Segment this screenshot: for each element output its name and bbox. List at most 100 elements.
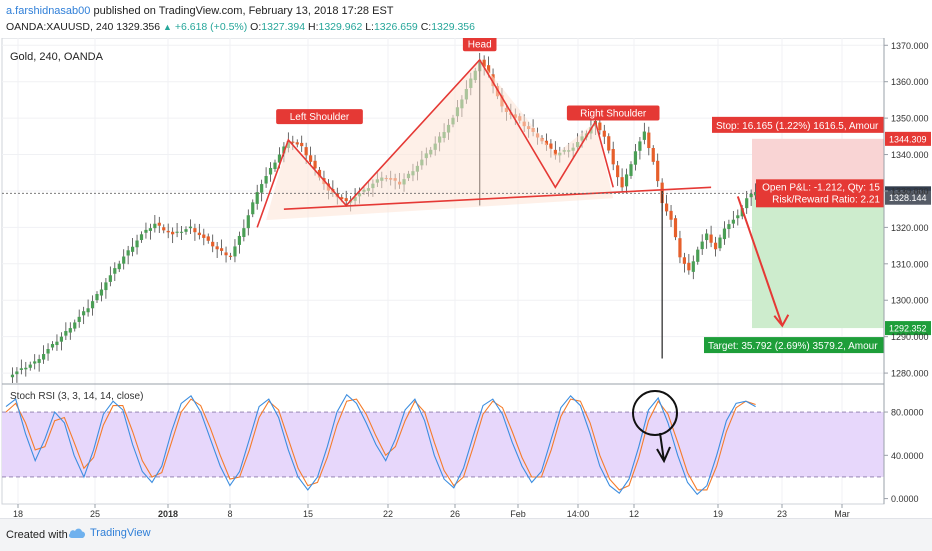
candle-body (620, 177, 624, 188)
candle-body (487, 65, 491, 74)
symbol-name: OANDA:XAUUSD, 240 (6, 21, 114, 33)
candle-body (73, 322, 77, 329)
x-tick-label: 8 (227, 509, 232, 518)
x-tick-label: 18 (13, 509, 23, 518)
y-tick-label: 1360.000 (891, 77, 929, 87)
candle-body (736, 215, 740, 219)
rsi-title: Stoch RSI (3, 3, 14, 14, close) (10, 391, 143, 402)
rsi-d-line (5, 398, 756, 491)
y-tick-label: 1310.000 (891, 259, 929, 269)
candle-body (607, 136, 611, 151)
candle-body (211, 241, 215, 247)
ohlc-open: 1327.394 (261, 21, 306, 33)
candle-body (304, 147, 308, 156)
candle-body (33, 361, 37, 364)
pattern-outline (256, 58, 614, 228)
candle-body (705, 233, 709, 241)
candle-body (696, 249, 700, 262)
y-tick-label: 1330.000 (891, 186, 929, 196)
x-tick-label: Feb (510, 509, 526, 518)
candle-body (237, 235, 241, 245)
price-change: +6.618 (+0.5%) (174, 21, 248, 33)
x-tick-label: 14:00 (567, 509, 590, 518)
price-chart[interactable]: Left Shoulder Head Right Shoulder Stop: 16.… (0, 38, 932, 518)
candle-body (171, 231, 175, 235)
x-tick-label: 23 (777, 509, 787, 518)
price-label-bg (885, 321, 931, 336)
candle-body (117, 263, 121, 270)
overlays: Left Shoulder Head Right Shoulder Stop: 16.… (2, 38, 931, 354)
candle-body (19, 368, 23, 370)
candle-body (59, 336, 63, 342)
pattern-label-bg (462, 38, 497, 52)
candle-body (108, 275, 112, 282)
candle-body (197, 232, 201, 236)
candle-body (709, 234, 713, 243)
candle-body (126, 250, 130, 256)
candle-body (64, 331, 68, 336)
candle-body (202, 234, 206, 238)
publish-text: published on TradingView.com, February 1… (90, 5, 394, 17)
y-tick-label: 1340.000 (891, 150, 929, 160)
author-link[interactable]: a.farshidnasab00 (6, 5, 91, 17)
stop-box-text: Stop: 16.165 (1.22%) 1616.5, Amour (716, 121, 879, 132)
candle-body (148, 228, 152, 231)
rsi-tick-label: 40.0000 (891, 451, 924, 461)
candle-body (722, 228, 727, 240)
candle-body (233, 246, 237, 257)
ohlc-high-label: H: (307, 21, 319, 33)
candle-body (184, 229, 188, 232)
up-arrow-icon: ▲ (163, 22, 172, 32)
candle-body (95, 294, 99, 301)
candle-body (656, 160, 660, 182)
rsi-tick-label: 0.0000 (891, 494, 919, 504)
pattern-label: Right Shoulder (580, 108, 647, 119)
candle-body (277, 154, 282, 163)
pnl-box-bg (756, 179, 884, 208)
ohlc-high: 1329.962 (318, 21, 363, 33)
candle-body (549, 143, 553, 149)
price-label: 1344.309 (889, 134, 927, 144)
candle-body (264, 176, 268, 184)
rsi-k-line (5, 393, 756, 496)
x-tick-label: 22 (383, 509, 393, 518)
candle-body (10, 374, 15, 378)
candle-body (28, 364, 32, 368)
candle-body (242, 228, 246, 237)
candle-body (300, 142, 304, 147)
ohlc-close-label: C: (420, 21, 432, 33)
price-label-bg (885, 190, 931, 205)
candle-body (42, 354, 46, 360)
last-price: 1329.356 (116, 21, 161, 33)
candle-body (113, 268, 117, 274)
candle-body (99, 289, 104, 296)
target-box-text: Target: 35.792 (2.69%) 3579.2, Amour (708, 341, 878, 352)
x-tick-label: 19 (713, 509, 723, 518)
publish-info: a.farshidnasab00 published on TradingVie… (6, 5, 394, 17)
candle-body (260, 184, 264, 193)
ohlc-close: 1329.356 (431, 21, 475, 33)
candle-body (153, 223, 157, 229)
x-tick-label: 2018 (158, 509, 178, 518)
y-tick-label: 1350.000 (891, 114, 929, 124)
stop-box-bg (712, 116, 884, 133)
candle-body (37, 359, 41, 363)
candle-body (340, 197, 344, 200)
candle-body (687, 262, 691, 271)
candle-body (731, 219, 735, 224)
candle-body (691, 261, 695, 272)
chart-header: a.farshidnasab00 published on TradingVie… (0, 0, 932, 38)
candle-body (179, 231, 184, 233)
candle-body (50, 344, 55, 348)
candle-body (673, 218, 678, 238)
tradingview-brand: TradingView (90, 527, 151, 539)
candle-body (82, 311, 86, 316)
candle-body (611, 148, 615, 165)
candle-body (713, 242, 718, 250)
cloud-icon (68, 528, 86, 538)
candle-body (638, 141, 642, 151)
candle-body (104, 282, 108, 291)
candle-body (90, 301, 95, 309)
candle-body (344, 198, 348, 202)
tradingview-logo[interactable]: TradingView (68, 527, 151, 539)
